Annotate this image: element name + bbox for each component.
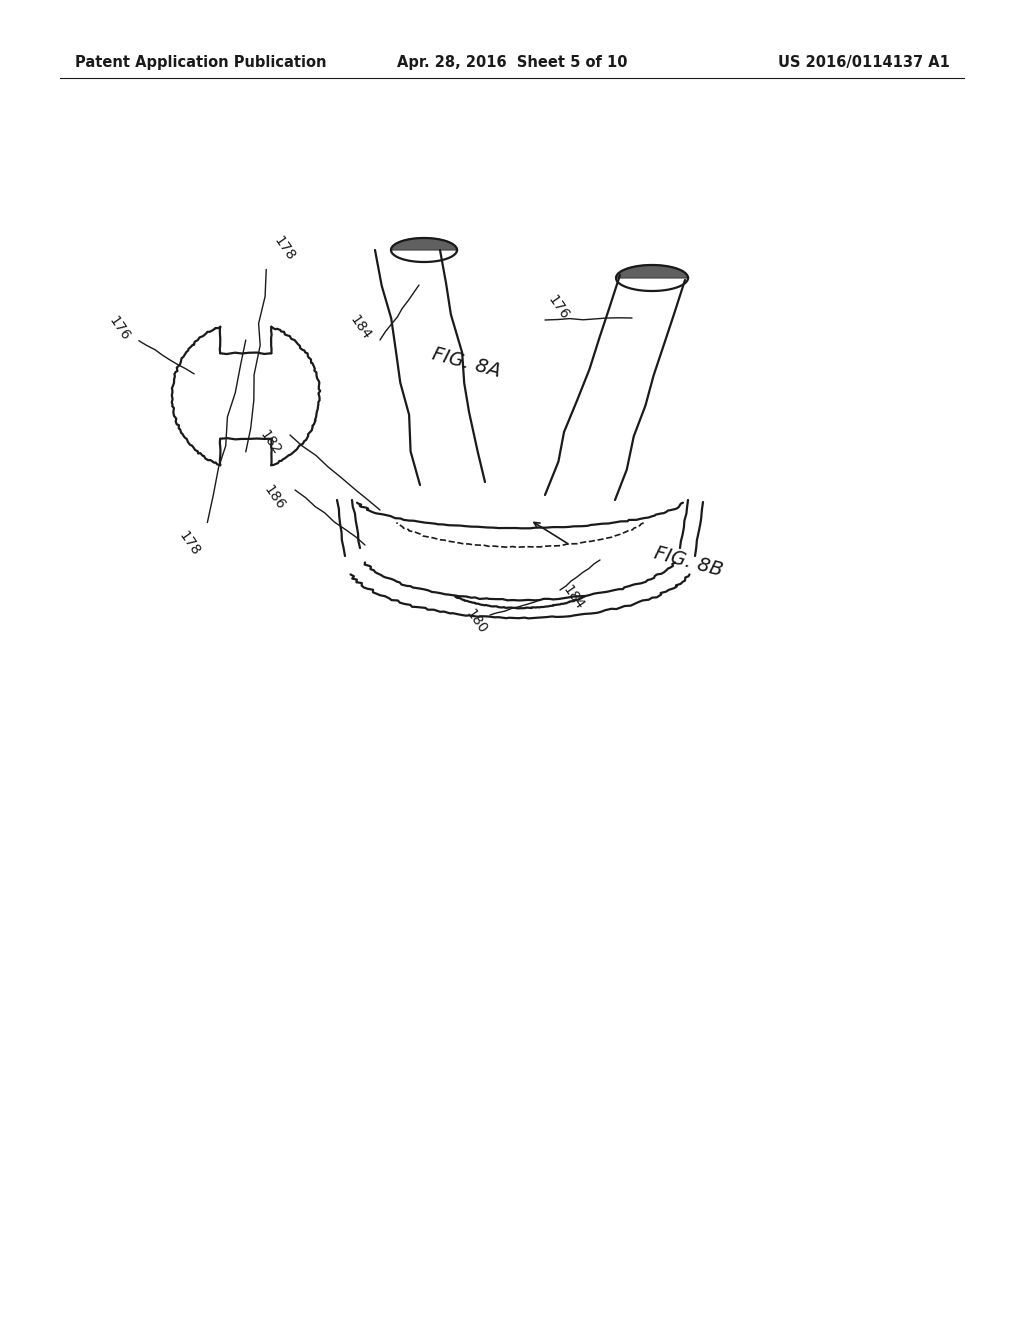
Text: 180: 180 (463, 607, 489, 636)
Text: 184: 184 (347, 313, 374, 343)
Text: 182: 182 (257, 428, 284, 458)
Text: 178: 178 (176, 529, 203, 558)
Text: 184: 184 (560, 583, 587, 612)
Text: 178: 178 (270, 234, 298, 263)
Text: 186: 186 (261, 483, 288, 513)
Text: 176: 176 (545, 293, 571, 323)
Text: FIG. 8A: FIG. 8A (430, 345, 503, 381)
Text: 176: 176 (105, 313, 132, 343)
Polygon shape (391, 238, 457, 249)
Text: Apr. 28, 2016  Sheet 5 of 10: Apr. 28, 2016 Sheet 5 of 10 (396, 54, 628, 70)
Polygon shape (616, 265, 688, 279)
Text: Patent Application Publication: Patent Application Publication (75, 54, 327, 70)
Text: US 2016/0114137 A1: US 2016/0114137 A1 (778, 54, 950, 70)
Text: FIG. 8B: FIG. 8B (651, 544, 724, 581)
